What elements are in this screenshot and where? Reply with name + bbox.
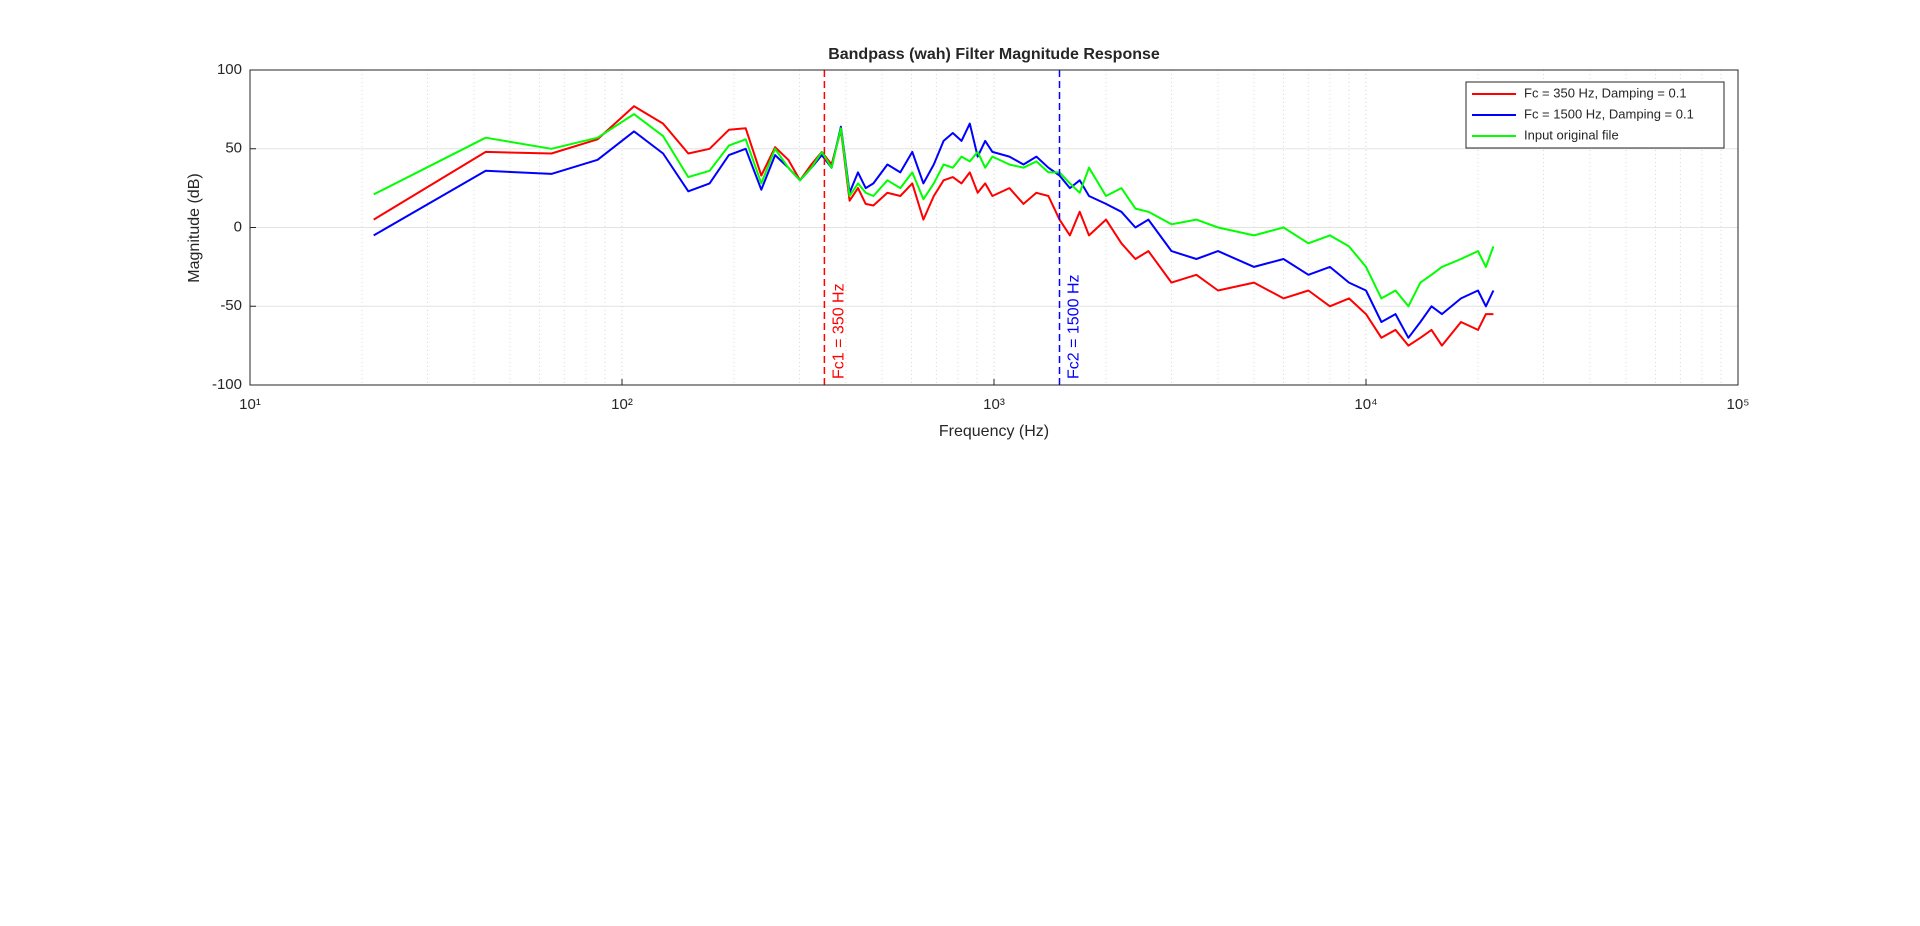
- x-tick-label: 10¹: [239, 396, 261, 413]
- y-tick-label: 100: [217, 61, 242, 78]
- y-tick-label: 50: [225, 140, 242, 157]
- y-axis-label: Magnitude (dB): [186, 173, 203, 282]
- x-tick-label: 10²: [611, 396, 633, 413]
- series-line: [373, 122, 1495, 339]
- x-axis-label: Frequency (Hz): [939, 423, 1049, 440]
- chart-title: Bandpass (wah) Filter Magnitude Response: [828, 46, 1160, 63]
- y-tick-label: -50: [220, 297, 242, 314]
- y-tick-label: 0: [234, 218, 242, 235]
- legend-label: Fc = 1500 Hz, Damping = 0.1: [1524, 106, 1694, 121]
- series-line: [373, 105, 1494, 347]
- y-tick-label: -100: [212, 376, 242, 393]
- reference-label: Fc2 = 1500 Hz: [1066, 275, 1083, 380]
- x-tick-label: 10⁵: [1727, 396, 1750, 413]
- reference-label: Fc1 = 350 Hz: [831, 283, 848, 379]
- x-tick-label: 10³: [983, 396, 1005, 413]
- legend-label: Fc = 350 Hz, Damping = 0.1: [1524, 85, 1687, 100]
- legend-label: Input original file: [1524, 127, 1619, 142]
- x-tick-label: 10⁴: [1354, 396, 1377, 413]
- series-line: [373, 113, 1495, 308]
- axes-box: [249, 69, 1739, 386]
